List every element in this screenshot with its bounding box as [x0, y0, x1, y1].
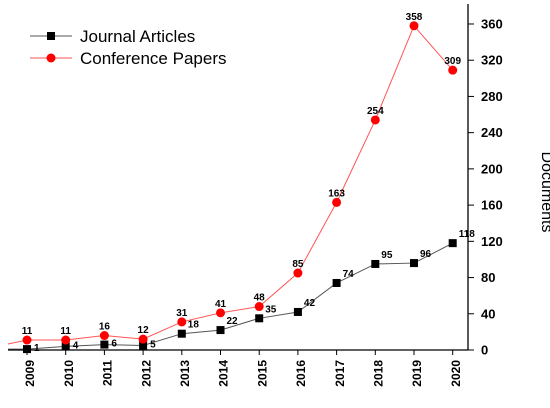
- journal-articles-data-label: 1: [34, 343, 40, 354]
- journal-articles-data-label: 118: [459, 229, 476, 240]
- conference-papers-point: [22, 335, 32, 345]
- journal-articles-data-label: 42: [304, 298, 316, 309]
- x-tick-label: 2014: [217, 360, 231, 387]
- conference-papers-data-label: 163: [328, 188, 345, 199]
- conference-papers-point: [409, 21, 419, 31]
- journal-articles-data-label: 18: [188, 320, 200, 331]
- x-tick-label: 2013: [178, 360, 192, 387]
- x-tick-label: 2019: [410, 360, 424, 387]
- y-tick-label: 120: [481, 234, 503, 249]
- legend-marker-circle: [46, 53, 56, 63]
- journal-articles-point: [255, 314, 264, 323]
- conference-papers-data-label: 12: [138, 325, 150, 336]
- conference-papers-point: [254, 302, 264, 312]
- y-tick-label: 0: [481, 343, 488, 358]
- conference-papers-line: [7, 24, 454, 345]
- conference-papers-point: [370, 115, 380, 125]
- legend-label-journal: Journal Articles: [80, 27, 195, 46]
- journal-articles-data-label: 5: [150, 339, 156, 350]
- conference-papers-point: [293, 268, 303, 278]
- legend: Journal Articles Conference Papers: [30, 27, 226, 68]
- x-tick-label: 2017: [333, 360, 347, 387]
- y-axis-title: Documents: [538, 152, 550, 233]
- x-tick-label: 2011: [101, 360, 115, 386]
- x-tick-label: 2009: [23, 360, 37, 387]
- journal-articles-data-label: 6: [111, 339, 117, 350]
- x-ticks: 2009 2010 2011 2012 2013 2014 2015 2016 2017 2018…: [23, 350, 463, 387]
- conference-papers-point: [448, 65, 458, 75]
- y-tick-label: 240: [481, 125, 503, 140]
- x-tick-label: 2015: [255, 360, 269, 387]
- x-tick-label: 2018: [371, 360, 385, 387]
- journal-articles-data-label: 22: [227, 316, 239, 327]
- legend-label-conference: Conference Papers: [80, 49, 226, 68]
- journal-articles-point: [410, 259, 418, 268]
- y-tick-label: 360: [481, 16, 503, 31]
- conference-papers-data-label: 254: [367, 106, 384, 117]
- journal-articles-point: [61, 342, 70, 351]
- x-tick-label: 2012: [139, 360, 153, 387]
- conference-papers-data-label: 309: [444, 56, 461, 67]
- series-markers: [22, 21, 458, 354]
- conference-papers-point: [138, 334, 148, 344]
- y-tick-label: 320: [481, 53, 503, 68]
- y-ticks: 0 40 80 120 160 200 240 280 320 360: [468, 16, 503, 358]
- journal-articles-point: [371, 259, 380, 268]
- x-tick-label: 2010: [62, 360, 76, 387]
- journal-articles-data-label: 35: [265, 304, 277, 315]
- conference-papers-data-label: 31: [176, 308, 188, 319]
- journal-articles-point: [139, 341, 148, 350]
- conference-papers-point: [216, 308, 225, 318]
- conference-papers-data-label: 41: [215, 299, 227, 310]
- y-tick-label: 160: [481, 198, 503, 213]
- journal-articles-data-label: 4: [73, 340, 79, 351]
- journal-articles-point: [448, 239, 457, 248]
- legend-marker-square: [47, 32, 55, 40]
- x-tick-label: 2016: [294, 360, 308, 387]
- conference-papers-point: [177, 317, 187, 327]
- journal-articles-data-label: 95: [381, 250, 393, 261]
- conference-papers-data-label: 16: [99, 322, 111, 333]
- y-tick-label: 80: [481, 270, 495, 285]
- conference-papers-point: [61, 335, 71, 345]
- conference-papers-data-label: 85: [292, 259, 304, 270]
- series-lines: [7, 24, 454, 350]
- conference-papers-point: [332, 197, 342, 207]
- axes: [8, 4, 469, 351]
- journal-articles-point: [23, 345, 31, 354]
- y-tick-label: 200: [481, 161, 503, 176]
- journal-articles-point: [216, 326, 225, 335]
- journal-articles-point: [177, 329, 186, 338]
- journal-articles-data-label: 96: [420, 249, 432, 260]
- x-tick-label: 2020: [449, 360, 463, 387]
- y-tick-label: 280: [481, 89, 503, 104]
- conference-papers-data-label: 11: [60, 326, 71, 337]
- conference-papers-point: [99, 331, 109, 341]
- conference-papers-data-label: 11: [22, 326, 33, 337]
- y-tick-label: 40: [481, 306, 495, 321]
- data-labels: 1 4 6 5 18 22 35 42 74 95 96 118 11 11 16 12 31 41 48 85 163…: [22, 12, 476, 354]
- conference-papers-data-label: 358: [406, 12, 423, 23]
- journal-articles-point: [100, 340, 109, 349]
- journal-articles-data-label: 74: [343, 269, 355, 280]
- journal-articles-point: [293, 307, 302, 316]
- conference-papers-data-label: 48: [254, 293, 266, 304]
- journal-articles-point: [332, 278, 341, 287]
